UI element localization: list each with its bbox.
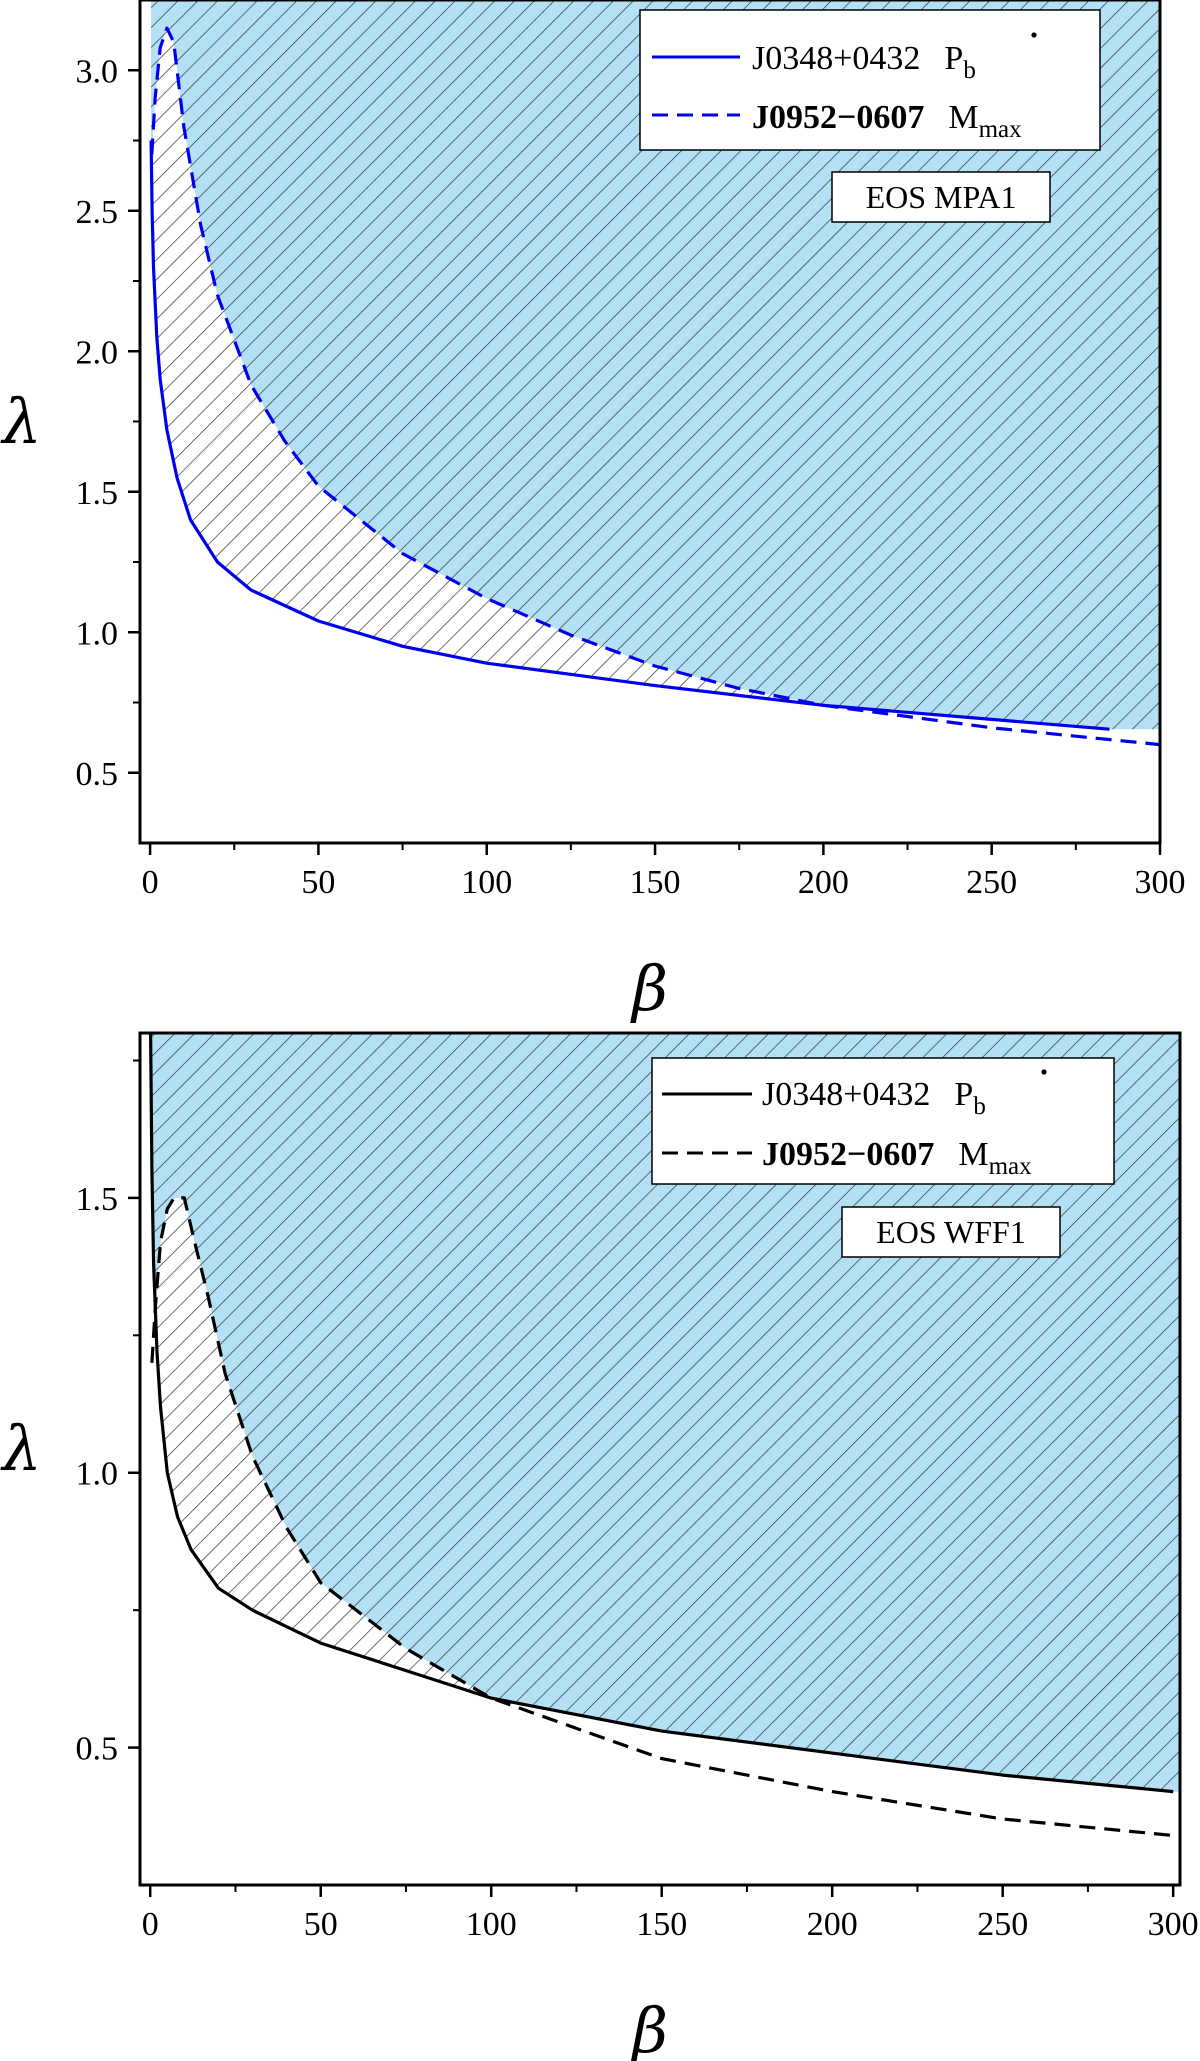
series-line-j0952	[150, 1196, 1174, 1838]
legend-label-j0348-1: J0348+0432 Pb	[752, 40, 976, 84]
legend-box-1	[639, 9, 1101, 151]
x-tick-label: 300	[1148, 1906, 1199, 1943]
legend-label-j0952-2: J0952−0607 Mmax	[762, 1136, 1032, 1180]
y-tick-label: 1.5	[76, 475, 119, 512]
y-tick-label: 0.5	[76, 756, 119, 793]
x-tick-label: 200	[807, 1906, 858, 1943]
annotation-1: EOS MPA1	[831, 171, 1051, 223]
gap-region-hatch	[156, 1197, 491, 1698]
legend-1: J0348+0432 Pb J0952−0607 Mmax	[639, 9, 1101, 151]
plot-frame-2	[138, 1031, 1182, 1887]
x-tick-label: 50	[301, 864, 335, 901]
gap-region-hatch	[151, 28, 823, 706]
x-tick-label: 200	[798, 864, 849, 901]
legend-box-2	[651, 1057, 1115, 1185]
chart-panel-wff1: 0 50 100 150 200 250 300 0.5 1.0 1.5 β λ J0348+04…	[0, 1031, 1199, 2061]
annotation-2: EOS WFF1	[841, 1206, 1061, 1258]
axis-ticks-2: 0 50 100 150 200 250 300 0.5 1.0 1.5	[76, 1059, 1199, 1943]
legend-dot-1	[1031, 32, 1037, 38]
y-tick-label: 1.5	[76, 1181, 119, 1218]
legend-2: J0348+0432 Pb J0952−0607 Mmax	[651, 1057, 1115, 1185]
y-axis-title-2: λ	[0, 1412, 42, 1485]
chart-panel-mpa1: 0 50 100 150 200 250 300 0.5 1.0 1.5 2.0 2.5 3.0 β λ…	[0, 0, 1186, 1025]
x-tick-label: 150	[636, 1906, 687, 1943]
series-lines-1	[149, 26, 1160, 747]
x-tick-label: 100	[466, 1906, 517, 1943]
annotation-box-2	[841, 1206, 1061, 1258]
y-tick-label: 2.5	[76, 194, 119, 231]
x-tick-label: 250	[966, 864, 1017, 901]
y-tick-label: 0.5	[76, 1731, 119, 1768]
legend-label-j0348-2: J0348+0432 Pb	[762, 1076, 986, 1120]
annotation-box-1	[831, 171, 1051, 223]
x-tick-label: 250	[977, 1906, 1028, 1943]
annotation-eos-mpa1: EOS MPA1	[866, 179, 1017, 215]
x-axis-title-1: β	[630, 952, 668, 1025]
series-line-j0348	[149, 140, 1110, 731]
x-tick-label: 50	[304, 1906, 338, 1943]
y-tick-label: 3.0	[76, 53, 119, 90]
legend-dot-2	[1041, 1069, 1047, 1075]
x-axis-title-2: β	[630, 1994, 668, 2061]
x-tick-label: 0	[142, 864, 159, 901]
axis-ticks-1: 0 50 100 150 200 250 300 0.5 1.0 1.5 2.0 2.5 3.0	[76, 53, 1186, 901]
y-axis-title-1: λ	[0, 385, 42, 458]
x-tick-label: 150	[630, 864, 681, 901]
y-tick-label: 2.0	[76, 334, 119, 371]
x-tick-label: 300	[1135, 864, 1186, 901]
y-tick-label: 1.0	[76, 1456, 119, 1493]
annotation-eos-wff1: EOS WFF1	[876, 1214, 1026, 1250]
series-line-j0952	[150, 26, 1160, 747]
series-lines-2	[149, 1033, 1174, 1838]
y-tick-label: 1.0	[76, 615, 119, 652]
x-tick-label: 0	[142, 1906, 159, 1943]
x-tick-label: 100	[461, 864, 512, 901]
legend-label-j0952-1: J0952−0607 Mmax	[752, 99, 1022, 143]
